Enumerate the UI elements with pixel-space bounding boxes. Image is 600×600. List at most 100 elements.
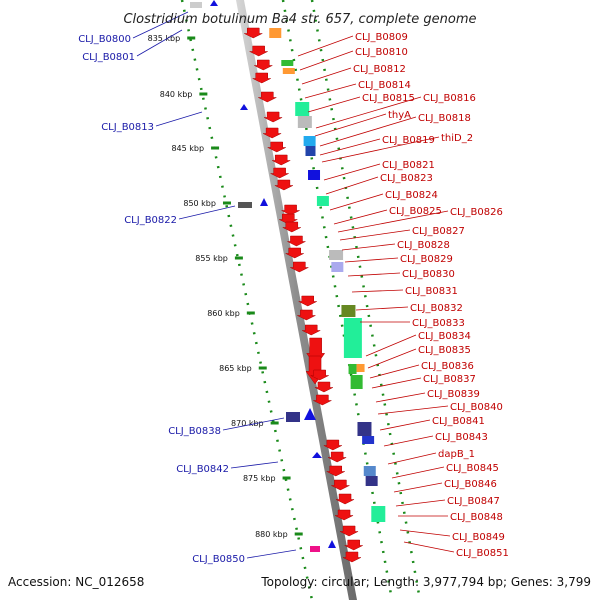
gene-label-CLJ_B0832[interactable]: CLJ_B0832 <box>410 303 463 314</box>
feature-box[interactable] <box>190 2 202 8</box>
feature-box[interactable] <box>371 506 386 522</box>
gene-label-CLJ_B0837[interactable]: CLJ_B0837 <box>423 374 476 385</box>
cds-forward-arrow[interactable] <box>262 127 282 139</box>
gene-label-CLJ_B0848[interactable]: CLJ_B0848 <box>450 512 503 523</box>
gene-label-CLJ_B0845[interactable]: CLJ_B0845 <box>446 463 499 474</box>
gene-label-CLJ_B0821[interactable]: CLJ_B0821 <box>382 160 435 171</box>
cds-forward-arrow[interactable] <box>342 551 362 563</box>
gene-label-dapB_1[interactable]: dapB_1 <box>438 449 475 460</box>
gene-label-CLJ_B0826[interactable]: CLJ_B0826 <box>450 207 503 218</box>
gene-label-CLJ_B0814[interactable]: CLJ_B0814 <box>358 80 411 91</box>
feature-box[interactable] <box>281 60 294 66</box>
gene-label-CLJ_B0801[interactable]: CLJ_B0801 <box>82 52 135 63</box>
cds-forward-arrow[interactable] <box>302 324 321 336</box>
gene-label-CLJ_B0847[interactable]: CLJ_B0847 <box>447 496 500 507</box>
cds-forward-arrow[interactable] <box>285 247 304 259</box>
feature-box[interactable] <box>365 476 378 486</box>
cds-forward-arrow[interactable] <box>267 141 286 153</box>
cds-forward-arrow[interactable] <box>254 59 273 71</box>
gene-label-CLJ_B0833[interactable]: CLJ_B0833 <box>412 318 465 329</box>
cds-reverse-arrow[interactable] <box>260 198 268 206</box>
cds-reverse-arrow[interactable] <box>304 408 316 420</box>
cds-forward-arrow[interactable] <box>326 465 345 477</box>
cds-forward-arrow[interactable] <box>310 369 329 381</box>
gene-label-CLJ_B0842[interactable]: CLJ_B0842 <box>176 464 229 475</box>
gene-label-CLJ_B0810[interactable]: CLJ_B0810 <box>355 47 408 58</box>
cds-reverse-arrow[interactable] <box>312 452 322 458</box>
cds-forward-arrow[interactable] <box>263 111 283 123</box>
cds-forward-arrow[interactable] <box>287 235 306 247</box>
feature-box[interactable] <box>310 546 320 552</box>
feature-box[interactable] <box>238 202 252 208</box>
gene-label-CLJ_B0818[interactable]: CLJ_B0818 <box>418 113 471 124</box>
gene-label-CLJ_B0825[interactable]: CLJ_B0825 <box>389 206 442 217</box>
feature-box[interactable] <box>297 116 312 128</box>
feature-box[interactable] <box>303 136 316 146</box>
gene-label-CLJ_B0809[interactable]: CLJ_B0809 <box>355 32 408 43</box>
gene-label-CLJ_B0834[interactable]: CLJ_B0834 <box>418 331 471 342</box>
feature-box[interactable] <box>269 28 282 38</box>
gene-label-thyA[interactable]: thyA <box>388 110 411 121</box>
cds-forward-arrow[interactable] <box>274 179 294 191</box>
cds-forward-arrow[interactable] <box>290 261 309 273</box>
feature-box[interactable] <box>363 466 376 476</box>
gene-label-CLJ_B0812[interactable]: CLJ_B0812 <box>353 64 406 75</box>
cds-forward-arrow[interactable] <box>244 27 263 39</box>
gene-label-CLJ_B0838[interactable]: CLJ_B0838 <box>168 426 221 437</box>
gene-label-CLJ_B0846[interactable]: CLJ_B0846 <box>444 479 497 490</box>
gene-label-CLJ_B0839[interactable]: CLJ_B0839 <box>427 389 480 400</box>
gene-label-CLJ_B0830[interactable]: CLJ_B0830 <box>402 269 455 280</box>
gene-label-CLJ_B0836[interactable]: CLJ_B0836 <box>421 361 474 372</box>
gene-label-CLJ_B0849[interactable]: CLJ_B0849 <box>452 532 505 543</box>
feature-box[interactable] <box>357 422 372 436</box>
gene-label-CLJ_B0831[interactable]: CLJ_B0831 <box>405 286 458 297</box>
cds-forward-arrow[interactable] <box>314 381 334 393</box>
cds-forward-arrow[interactable] <box>328 451 347 463</box>
feature-box[interactable] <box>350 375 363 389</box>
cds-forward-arrow[interactable] <box>323 439 342 451</box>
cds-forward-arrow[interactable] <box>298 295 317 307</box>
cds-forward-arrow[interactable] <box>249 45 268 57</box>
gene-label-CLJ_B0823[interactable]: CLJ_B0823 <box>380 173 433 184</box>
cds-forward-arrow[interactable] <box>281 204 300 216</box>
feature-box[interactable] <box>305 146 316 156</box>
gene-label-CLJ_B0850[interactable]: CLJ_B0850 <box>192 554 245 565</box>
cds-reverse-arrow[interactable] <box>210 0 218 6</box>
cds-forward-arrow[interactable] <box>270 167 289 179</box>
feature-box[interactable] <box>343 318 362 358</box>
feature-box[interactable] <box>348 364 357 374</box>
cds-forward-arrow[interactable] <box>297 309 316 321</box>
gene-label-CLJ_B0813[interactable]: CLJ_B0813 <box>101 122 154 133</box>
gene-label-CLJ_B0835[interactable]: CLJ_B0835 <box>418 345 471 356</box>
feature-box[interactable] <box>282 68 295 74</box>
feature-box[interactable] <box>286 412 300 422</box>
feature-box[interactable] <box>341 305 356 317</box>
cds-forward-arrow[interactable] <box>252 72 271 84</box>
feature-box[interactable] <box>308 170 321 180</box>
cds-forward-arrow[interactable] <box>258 91 277 103</box>
cds-forward-arrow[interactable] <box>334 509 354 521</box>
feature-box[interactable] <box>295 102 310 116</box>
cds-forward-arrow[interactable] <box>335 493 355 505</box>
feature-box[interactable] <box>356 364 365 372</box>
feature-box[interactable] <box>331 262 344 272</box>
gene-label-thiD_2[interactable]: thiD_2 <box>441 133 473 144</box>
cds-reverse-arrow[interactable] <box>240 104 248 110</box>
gene-label-CLJ_B0828[interactable]: CLJ_B0828 <box>397 240 450 251</box>
cds-forward-arrow[interactable] <box>282 221 301 233</box>
gene-label-CLJ_B0815[interactable]: CLJ_B0815 <box>362 93 415 104</box>
gene-label-CLJ_B0824[interactable]: CLJ_B0824 <box>385 190 438 201</box>
gene-label-CLJ_B0840[interactable]: CLJ_B0840 <box>450 402 503 413</box>
gene-label-CLJ_B0843[interactable]: CLJ_B0843 <box>435 432 488 443</box>
cds-forward-arrow[interactable] <box>344 539 363 551</box>
feature-box[interactable] <box>362 436 375 444</box>
cds-forward-arrow[interactable] <box>331 479 350 491</box>
cds-reverse-arrow[interactable] <box>328 540 336 548</box>
gene-label-CLJ_B0819[interactable]: CLJ_B0819 <box>382 135 435 146</box>
feature-box[interactable] <box>316 196 329 206</box>
gene-label-CLJ_B0841[interactable]: CLJ_B0841 <box>432 416 485 427</box>
cds-forward-arrow[interactable] <box>272 154 291 166</box>
gene-label-CLJ_B0851[interactable]: CLJ_B0851 <box>456 548 509 559</box>
gene-label-CLJ_B0827[interactable]: CLJ_B0827 <box>412 226 465 237</box>
cds-forward-arrow[interactable] <box>339 525 359 537</box>
